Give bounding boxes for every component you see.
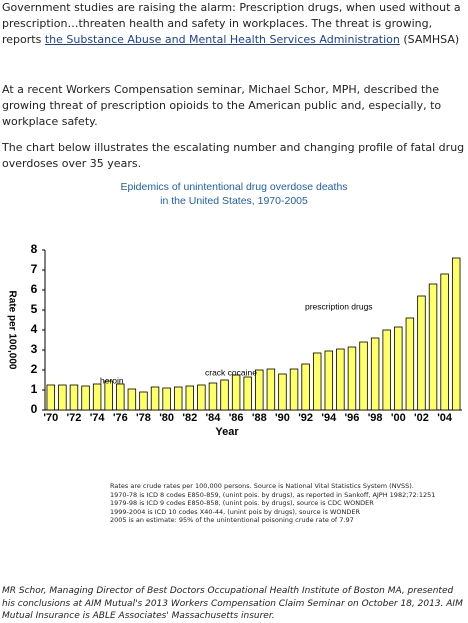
closing-paragraph: MR Schor, Managing Director of Best Doct… — [2, 586, 463, 621]
bar — [231, 374, 241, 411]
y-tick-label: 7 — [31, 262, 38, 276]
annotation: crack cocaine — [205, 367, 257, 377]
bar — [301, 363, 310, 411]
bar — [417, 295, 426, 411]
bar — [359, 341, 368, 411]
x-tick-label: '78 — [136, 412, 151, 424]
bar — [336, 348, 345, 411]
chart-title: in the United States, 1970-2005 — [160, 195, 308, 207]
bar — [255, 369, 264, 411]
x-tick-label: '90 — [275, 412, 290, 424]
bar — [185, 385, 195, 411]
bar — [173, 386, 183, 411]
bar — [440, 273, 449, 411]
y-tick-label: 3 — [31, 342, 38, 356]
bar — [243, 376, 252, 411]
bar — [289, 368, 299, 411]
x-tick-label: '74 — [90, 412, 106, 424]
bar — [382, 329, 391, 411]
bar — [69, 384, 79, 411]
footnote: Rates are crude rates per 100,000 person… — [110, 482, 414, 490]
paragraph: At a recent Workers Compensation seminar… — [2, 83, 442, 128]
bar — [58, 384, 67, 411]
bar — [370, 337, 380, 411]
chart-title: Epidemics of unintentional drug overdose… — [120, 181, 347, 193]
bar — [139, 391, 148, 411]
bar — [197, 384, 206, 411]
intro-paragraph: Government studies are raising the alarm… — [2, 0, 466, 48]
x-tick-label: '86 — [229, 412, 244, 424]
bar — [428, 283, 438, 411]
annotation: heroin — [100, 375, 124, 385]
y-tick-label: 2 — [31, 362, 38, 376]
x-tick-label: '98 — [368, 412, 383, 424]
bar — [451, 257, 461, 411]
x-tick-label: '70 — [43, 412, 58, 424]
x-axis-label: Year — [215, 426, 239, 438]
intro-text: (SAMHSA) — [399, 33, 460, 46]
y-tick-label: 1 — [31, 382, 38, 396]
x-tick-label: '94 — [321, 412, 337, 424]
x-tick-label: '96 — [345, 412, 360, 424]
x-tick-label: '72 — [67, 412, 82, 424]
x-tick-label: '00 — [391, 412, 406, 424]
bar — [266, 368, 276, 411]
y-tick-label: 6 — [31, 282, 38, 296]
x-tick-label: '92 — [298, 412, 313, 424]
bar — [312, 352, 322, 411]
bar — [347, 346, 357, 411]
y-tick-label: 0 — [31, 402, 38, 416]
bar — [104, 380, 113, 411]
bar — [208, 382, 218, 411]
annotation: prescription drugs — [305, 301, 373, 311]
bar — [278, 373, 287, 411]
chart: Epidemics of unintentional drug overdose… — [6, 181, 462, 438]
footnote: 1979-98 is ICD 9 codes E850-858, (unint … — [110, 499, 374, 507]
x-tick-label: '88 — [252, 412, 267, 424]
samhsa-link[interactable]: the Substance Abuse and Mental Health Se… — [44, 33, 400, 46]
bar — [162, 387, 171, 411]
intro-text: Government studies are raising the alarm… — [2, 1, 461, 46]
footnote: 1970-78 is ICD 8 codes E850-859, (unint … — [110, 490, 436, 499]
bar — [46, 384, 56, 411]
bar — [405, 317, 415, 411]
y-tick-label: 8 — [31, 242, 38, 256]
paragraph: The chart below illustrates the escalati… — [2, 141, 465, 170]
bar — [394, 326, 403, 411]
y-tick-label: 5 — [31, 302, 38, 316]
x-tick-label: '84 — [206, 412, 222, 424]
bar — [127, 388, 137, 411]
y-tick-label: 4 — [31, 322, 38, 336]
bar — [81, 385, 90, 411]
y-axis-label: Rate per 100,000 — [6, 291, 17, 370]
x-tick-label: '04 — [437, 412, 453, 424]
bar — [150, 386, 160, 411]
x-tick-label: '76 — [113, 412, 128, 424]
x-tick-label: '82 — [182, 412, 197, 424]
footnote: 1999-2004 is ICD 10 codes X40-44, (unint… — [110, 507, 360, 516]
bar — [324, 350, 334, 411]
bar — [220, 379, 229, 411]
footnote: 2005 is an estimate: 95% of the unintent… — [110, 516, 354, 524]
bar — [92, 383, 102, 411]
x-tick-label: '02 — [414, 412, 429, 424]
footnotes: Rates are crude rates per 100,000 person… — [110, 482, 460, 525]
x-tick-label: '80 — [159, 412, 174, 424]
bar — [116, 383, 125, 411]
